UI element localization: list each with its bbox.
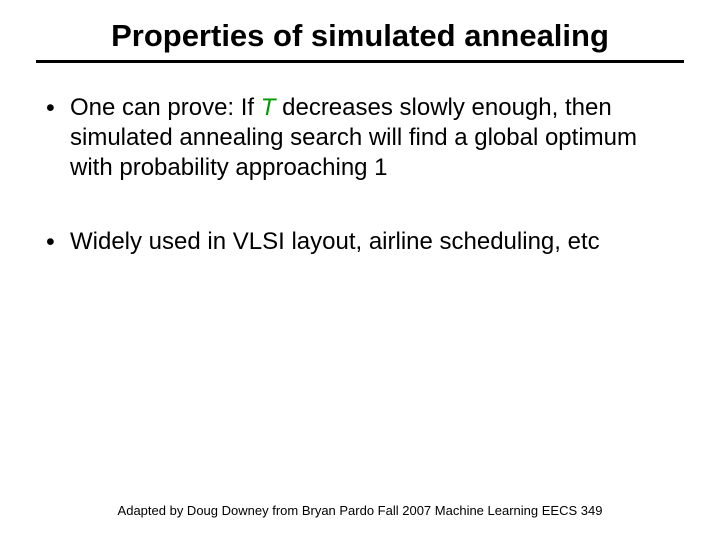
bullet-marker: •	[44, 93, 70, 183]
bullet-item: • One can prove: If T decreases slowly e…	[44, 93, 676, 183]
bullet-item: • Widely used in VLSI layout, airline sc…	[44, 227, 676, 258]
bullet-pre: One can prove: If	[70, 94, 261, 121]
bullet-text: Widely used in VLSI layout, airline sche…	[70, 227, 676, 258]
slide: Properties of simulated annealing • One …	[0, 0, 720, 540]
slide-footer: Adapted by Doug Downey from Bryan Pardo …	[0, 503, 720, 518]
bullet-text: One can prove: If T decreases slowly eno…	[70, 93, 676, 183]
bullet-marker: •	[44, 227, 70, 258]
variable-t: T	[261, 94, 276, 121]
slide-body: • One can prove: If T decreases slowly e…	[36, 93, 684, 258]
bullet-pre: Widely used in VLSI layout, airline sche…	[70, 228, 600, 255]
slide-title: Properties of simulated annealing	[36, 18, 684, 63]
